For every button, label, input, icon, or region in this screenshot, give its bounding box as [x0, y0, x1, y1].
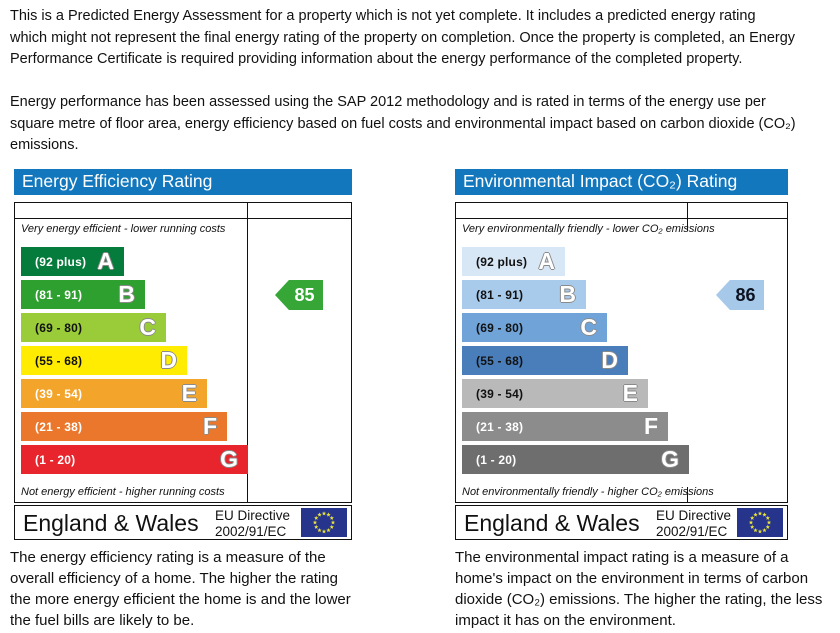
- energy-efficiency-rating-chart: Energy Efficiency Rating Very energy eff…: [14, 169, 352, 540]
- eu-flag-icon: [737, 508, 783, 537]
- rating-band-C: (69 - 80) C: [462, 313, 607, 342]
- chart-title-bar: Environmental Impact (CO₂) Rating: [455, 169, 788, 195]
- band-range-label: (39 - 54): [35, 386, 83, 401]
- column-divider-top: [687, 203, 688, 231]
- band-letter: F: [202, 413, 217, 439]
- current-rating-value: 85: [294, 284, 315, 305]
- band-letter: E: [181, 380, 197, 406]
- scale-header-row: [456, 203, 787, 219]
- region-label: England & Wales: [464, 510, 640, 536]
- band-range-label: (81 - 91): [35, 287, 83, 302]
- band-letter: A: [97, 248, 114, 274]
- band-range-label: (69 - 80): [476, 320, 524, 335]
- rating-band-G: (1 - 20) G: [462, 445, 689, 474]
- chart-title: Environmental Impact (CO₂) Rating: [463, 171, 738, 191]
- band-range-label: (21 - 38): [35, 419, 83, 434]
- bottom-caption: Not environmentally friendly - higher CO…: [462, 486, 714, 498]
- environmental-impact-description: The environmental impact rating is a mea…: [455, 549, 823, 629]
- current-rating-arrow: 86: [716, 280, 764, 310]
- band-range-label: (55 - 68): [35, 353, 83, 368]
- band-letter: F: [643, 413, 658, 439]
- band-range-label: (92 plus): [35, 254, 87, 269]
- band-letter: D: [601, 347, 618, 373]
- band-letter: A: [538, 248, 555, 274]
- intro-paragraph-2: Energy performance has been assessed usi…: [10, 94, 796, 153]
- top-caption: Very energy efficient - lower running co…: [21, 223, 226, 235]
- band-letter: C: [580, 314, 597, 340]
- current-rating-value: 86: [735, 284, 756, 305]
- environmental-impact-rating-chart: Environmental Impact (CO₂) Rating Very e…: [455, 169, 788, 540]
- band-letter: B: [118, 281, 135, 307]
- band-range-label: (39 - 54): [476, 386, 524, 401]
- rating-band-E: (39 - 54) E: [21, 379, 207, 408]
- column-divider-bottom: [687, 487, 688, 502]
- band-range-label: (1 - 20): [476, 452, 517, 467]
- eu-flag-icon: [301, 508, 347, 537]
- rating-band-C: (69 - 80) C: [21, 313, 166, 342]
- column-divider: [247, 203, 248, 502]
- scale-header-row: [15, 203, 351, 219]
- band-range-label: (55 - 68): [476, 353, 524, 368]
- band-range-label: (69 - 80): [35, 320, 83, 335]
- rating-band-G: (1 - 20) G: [21, 445, 248, 474]
- band-range-label: (92 plus): [476, 254, 528, 269]
- rating-scale-box: Very energy efficient - lower running co…: [14, 202, 352, 503]
- rating-band-D: (55 - 68) D: [21, 346, 187, 375]
- intro-paragraph-1: This is a Predicted Energy Assessment fo…: [10, 8, 796, 67]
- rating-band-E: (39 - 54) E: [462, 379, 648, 408]
- rating-bands: (92 plus) A (81 - 91) B (69 - 80) C (55 - 68) D…: [462, 247, 689, 474]
- rating-band-A: (92 plus) A: [21, 247, 124, 276]
- chart-footer: England & Wales EU Directive 2002/91/EC: [14, 505, 352, 540]
- region-label: England & Wales: [23, 510, 199, 536]
- chart-title: Energy Efficiency Rating: [22, 171, 213, 191]
- band-range-label: (81 - 91): [476, 287, 524, 302]
- rating-band-D: (55 - 68) D: [462, 346, 628, 375]
- band-letter: G: [220, 446, 238, 472]
- band-range-label: (21 - 38): [476, 419, 524, 434]
- eu-directive-label: EU Directive 2002/91/EC: [215, 508, 291, 539]
- chart-footer: England & Wales EU Directive 2002/91/EC: [455, 505, 788, 540]
- rating-band-F: (21 - 38) F: [21, 412, 227, 441]
- band-letter: D: [160, 347, 177, 373]
- rating-band-B: (81 - 91) B: [21, 280, 145, 309]
- rating-band-B: (81 - 91) B: [462, 280, 586, 309]
- rating-scale-box: Very environmentally friendly - lower CO…: [455, 202, 788, 503]
- chart-title-bar: Energy Efficiency Rating: [14, 169, 352, 195]
- current-rating-arrow: 85: [275, 280, 323, 310]
- band-range-label: (1 - 20): [35, 452, 76, 467]
- eu-directive-label: EU Directive 2002/91/EC: [656, 508, 732, 539]
- bottom-caption: Not energy efficient - higher running co…: [21, 486, 225, 498]
- band-letter: B: [559, 281, 576, 307]
- rating-band-A: (92 plus) A: [462, 247, 565, 276]
- band-letter: E: [622, 380, 638, 406]
- energy-efficiency-description: The energy efficiency rating is a measur…: [10, 549, 351, 629]
- band-letter: G: [661, 446, 679, 472]
- rating-bands: (92 plus) A (81 - 91) B (69 - 80) C (55 - 68) D…: [21, 247, 248, 474]
- top-caption: Very environmentally friendly - lower CO…: [462, 223, 715, 235]
- rating-band-F: (21 - 38) F: [462, 412, 668, 441]
- band-letter: C: [139, 314, 156, 340]
